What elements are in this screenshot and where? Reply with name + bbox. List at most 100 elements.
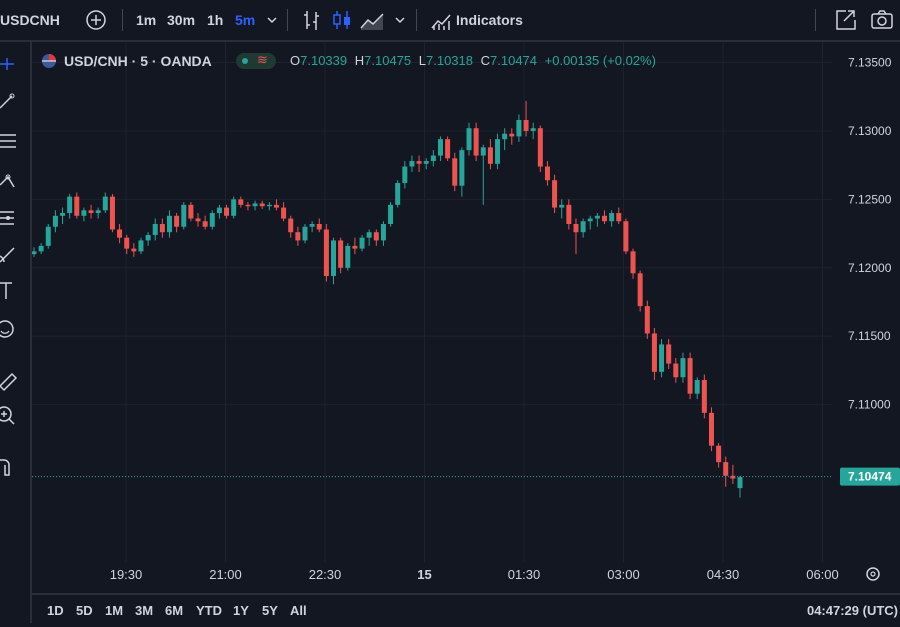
candle-body [587, 218, 593, 222]
candle-body [309, 224, 315, 227]
candle-body [673, 363, 679, 378]
candle [295, 226, 301, 246]
range-5y[interactable]: 5Y [262, 603, 278, 618]
candle [701, 374, 707, 419]
candle [409, 155, 415, 172]
price-tick-label: 7.13500 [848, 56, 892, 70]
indicators-button[interactable]: Indicators [430, 0, 523, 40]
candle-body [566, 204, 572, 224]
range-1m[interactable]: 1M [105, 603, 124, 618]
range-1d[interactable]: 1D [47, 603, 64, 618]
candle-body [594, 215, 600, 219]
interval-dropdown[interactable] [264, 0, 280, 40]
interval-5m[interactable]: 5m [235, 12, 256, 28]
range-6m[interactable]: 6M [165, 603, 184, 618]
close-value: 7.10474 [490, 53, 538, 68]
add-symbol-button[interactable] [84, 0, 108, 40]
candle-body [245, 204, 251, 207]
candle [81, 207, 87, 222]
time-axis[interactable]: 19:30 21:00 22:30 15 01:30 03:00 04:30 06:00 [32, 562, 900, 592]
range-all[interactable]: All [290, 603, 307, 618]
candle [117, 224, 123, 244]
legend-title[interactable]: USD/CNH · 5 · OANDA [64, 53, 212, 69]
candle-body [402, 166, 408, 183]
candle-body [537, 128, 543, 167]
bar-chart-button[interactable] [301, 0, 323, 40]
candle-body [331, 240, 337, 276]
price-tick-label: 7.12500 [848, 192, 892, 206]
chart-pane[interactable]: 7.13500 7.13000 7.12500 7.12000 7.11500 7.110… [31, 42, 900, 592]
candle-body [559, 204, 565, 208]
candle [423, 158, 429, 170]
candle [209, 210, 215, 230]
candle-body [366, 232, 372, 238]
open-value: 7.10339 [300, 53, 348, 68]
area-chart-button[interactable] [359, 0, 387, 40]
brush-icon[interactable] [0, 247, 15, 263]
text-tool-icon[interactable] [0, 282, 12, 299]
candlestick-chart[interactable]: 7.13500 7.13000 7.12500 7.12000 7.11500 7.110… [31, 42, 900, 592]
magnet-icon[interactable] [0, 459, 10, 476]
price-axis-bg [832, 42, 900, 592]
market-status-badge[interactable]: ≋ [236, 52, 276, 69]
candle [395, 180, 401, 208]
trendline-icon[interactable] [0, 93, 15, 109]
crosshair-icon[interactable] [0, 58, 14, 70]
interval-1h[interactable]: 1h [207, 12, 224, 28]
candle [708, 407, 714, 452]
prediction-icon[interactable] [0, 211, 14, 225]
candle [352, 237, 358, 255]
candle-body [259, 203, 265, 207]
candle [673, 358, 679, 383]
range-ytd[interactable]: YTD [196, 603, 222, 618]
candle [60, 207, 66, 224]
time-axis-bg [32, 562, 900, 592]
ruler-icon[interactable] [0, 372, 18, 392]
candle [580, 218, 586, 238]
chart-type-dropdown[interactable] [392, 0, 408, 40]
gear-icon[interactable] [866, 567, 880, 581]
zoom-in-icon[interactable] [0, 406, 15, 425]
candle [452, 152, 458, 192]
candle-body [516, 120, 522, 137]
symbol-search[interactable]: USDCNH [0, 12, 60, 28]
candle-body [288, 218, 294, 233]
emoji-icon[interactable] [0, 320, 14, 338]
range-5d[interactable]: 5D [76, 603, 93, 618]
candle-body [416, 161, 422, 164]
horizontal-lines-icon[interactable] [0, 134, 16, 148]
candle [45, 224, 51, 249]
candles-button[interactable] [331, 0, 353, 40]
candle-body [530, 128, 536, 131]
snapshot-share-button[interactable] [834, 0, 856, 40]
camera-button[interactable] [870, 0, 894, 40]
utc-clock[interactable]: 04:47:29 (UTC) [806, 603, 898, 618]
candle-body [708, 412, 714, 446]
candle [109, 193, 115, 233]
candle [281, 202, 287, 222]
candle [502, 128, 508, 151]
candle [730, 464, 736, 484]
range-1y[interactable]: 1Y [233, 603, 249, 618]
candle-body [437, 139, 443, 156]
candle-body [395, 182, 401, 205]
candle [530, 122, 536, 140]
add-symbol-icon [86, 10, 106, 30]
candle-body [523, 120, 529, 131]
candle-body [345, 245, 351, 268]
price-axis[interactable]: 7.13500 7.13000 7.12500 7.12000 7.11500 7.110… [832, 42, 900, 592]
candle-body [659, 344, 665, 372]
interval-30m[interactable]: 30m [167, 12, 196, 28]
candle [166, 210, 172, 238]
pattern-icon[interactable] [0, 174, 15, 188]
candle [602, 210, 608, 224]
range-3m[interactable]: 3M [135, 603, 154, 618]
candle [687, 352, 693, 400]
candle [366, 229, 372, 246]
candle [659, 338, 665, 378]
candle [74, 192, 80, 219]
candle [594, 213, 600, 227]
interval-1m[interactable]: 1m [136, 12, 157, 28]
candle-body [295, 232, 301, 241]
candle [188, 202, 194, 222]
